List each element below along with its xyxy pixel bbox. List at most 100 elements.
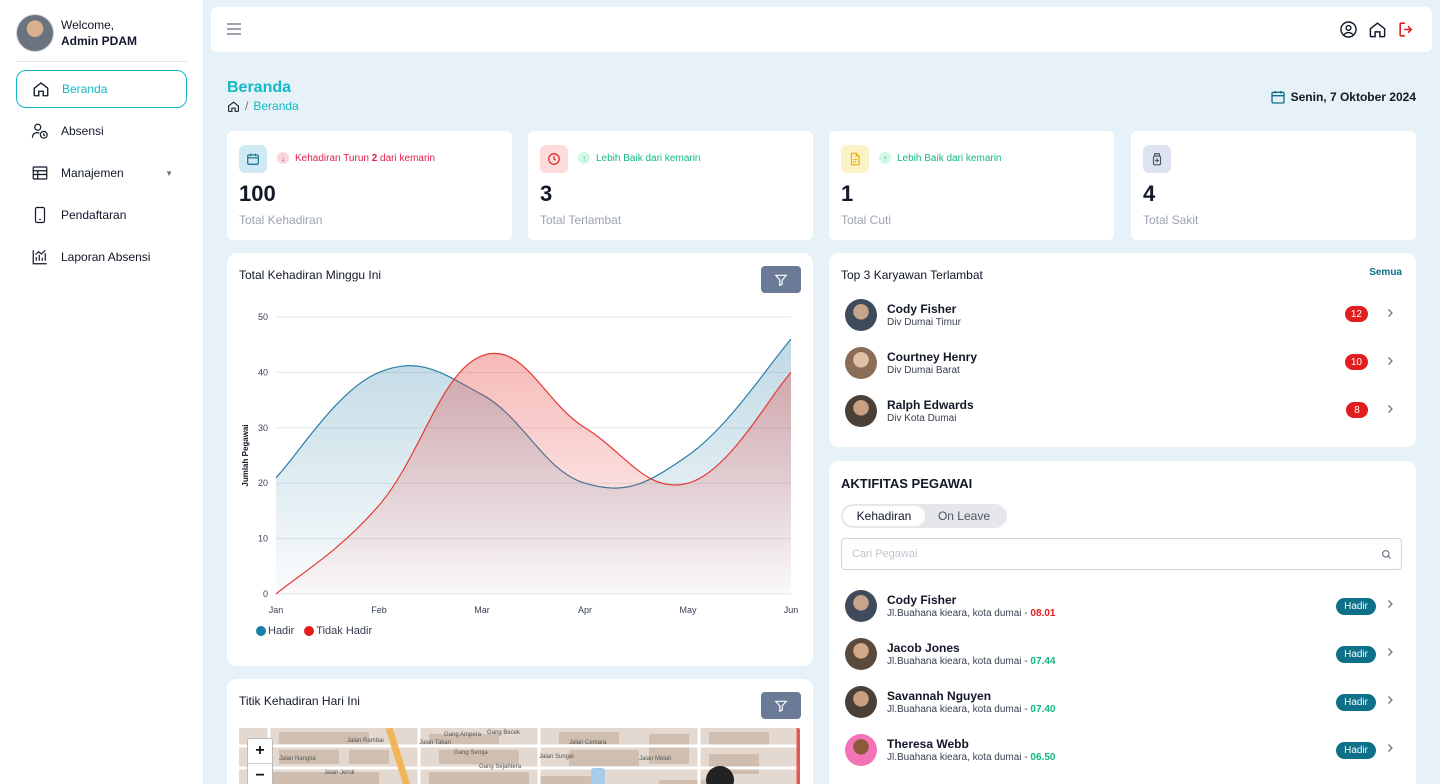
activity-row[interactable]: Jacob Jones Jl.Buahana kieara, kota duma… (845, 637, 1398, 671)
checkin-time: 07.44 (1030, 655, 1056, 667)
employee-address: Jl.Buahana kieara, kota dumai - 07.40 (887, 703, 1055, 716)
y-tick-label: 0 (263, 589, 268, 599)
search-input[interactable] (842, 539, 1401, 569)
street-label: Jalan Cemara (569, 740, 607, 746)
chevron-down-icon: ▼ (165, 168, 173, 178)
trend-highlight: 2 (371, 152, 378, 164)
late-employee-row[interactable]: Ralph Edwards Div Kota Dumai 8 (845, 394, 1398, 428)
sidebar-item-laporan-absensi[interactable]: Laporan Absensi (16, 238, 187, 276)
home-icon[interactable] (227, 100, 240, 113)
tab-kehadiran[interactable]: Kehadiran (843, 506, 925, 526)
x-tick-label: Apr (578, 605, 592, 615)
late-employee-row[interactable]: Courtney Henry Div Dumai Barat 10 (845, 346, 1398, 380)
checkin-time: 08.01 (1030, 607, 1056, 619)
map-zoom-control: + − (247, 738, 273, 784)
user-circle-icon[interactable] (1339, 20, 1358, 39)
status-badge: Hadir (1336, 598, 1376, 615)
arrow-up-icon: ↑ (578, 152, 590, 164)
stat-value: 1 (841, 181, 854, 206)
activity-title: AKTIFITAS PEGAWAI (841, 476, 973, 491)
map-marker-icon[interactable] (706, 766, 734, 784)
employee-name: Cody Fisher (887, 301, 957, 316)
legend-label: Hadir (268, 625, 295, 637)
activity-row[interactable]: Savannah Nguyen Jl.Buahana kieara, kota … (845, 685, 1398, 719)
attendance-map[interactable]: Jalan Rambai Gang Ampera Gang Becek Jala… (239, 728, 800, 784)
activity-card: AKTIFITAS PEGAWAI Kehadiran On Leave Cod… (829, 461, 1416, 784)
filter-button[interactable] (761, 266, 801, 293)
activity-row[interactable]: Theresa Webb Jl.Buahana kieara, kota dum… (845, 733, 1398, 767)
avatar (845, 686, 877, 718)
employee-address: Jl.Buahana kieara, kota dumai - 06.50 (887, 751, 1055, 764)
avatar (845, 299, 877, 331)
filter-button[interactable] (761, 692, 801, 719)
sidebar-item-absensi[interactable]: Absensi (16, 112, 187, 150)
street-label: Gang Sejahtera (479, 764, 522, 770)
sidebar-item-label: Absensi (61, 124, 104, 138)
trend-text: ↑ Lebih Baik dari kemarin (578, 152, 701, 164)
filter-icon (774, 700, 788, 712)
document-icon (841, 145, 869, 173)
employee-name: Jacob Jones (887, 640, 960, 655)
legend-label: Tidak Hadir (316, 625, 373, 637)
trend-text: ↑ Lebih Baik dari kemarin (879, 152, 1002, 164)
street-label: Jalan Melati (639, 756, 672, 762)
arrow-down-icon: ↓ (277, 152, 289, 164)
zoom-in-button[interactable]: + (255, 742, 265, 759)
legend-item-tidak-hadir[interactable]: Tidak Hadir (304, 625, 372, 637)
zoom-out-button[interactable]: − (248, 763, 272, 784)
sidebar: Welcome, Admin PDAM Beranda Absensi Mana… (0, 0, 203, 784)
activity-row[interactable]: Cody Fisher Jl.Buahana kieara, kota duma… (845, 589, 1398, 623)
map-card: Titik Kehadiran Hari Ini Jal (227, 679, 813, 784)
phone-icon (30, 205, 50, 225)
user-name: Admin PDAM (61, 34, 137, 48)
sidebar-item-beranda[interactable]: Beranda (16, 70, 187, 108)
x-tick-label: Jan (269, 605, 284, 615)
street-label: Gang Becek (487, 730, 521, 736)
avatar (845, 347, 877, 379)
y-tick-label: 40 (258, 367, 268, 377)
logout-icon[interactable] (1397, 20, 1416, 39)
chevron-right-icon (1388, 648, 1393, 656)
stat-label: Total Cuti (841, 213, 892, 227)
checkin-time: 07.40 (1030, 703, 1056, 715)
see-all-link[interactable]: Semua (1369, 267, 1402, 278)
legend-item-hadir[interactable]: Hadir (256, 625, 294, 637)
date-text: Senin, 7 Oktober 2024 (1290, 90, 1416, 104)
address-text: Jl.Buahana kieara, kota dumai - (887, 703, 1031, 715)
employee-name: Ralph Edwards (887, 397, 974, 412)
address-text: Jl.Buahana kieara, kota dumai - (887, 655, 1031, 667)
late-count-badge: 10 (1344, 354, 1368, 370)
breadcrumb-item[interactable]: Beranda (253, 99, 299, 113)
stat-value: 3 (540, 181, 553, 206)
calendar-icon (1270, 91, 1285, 104)
status-badge: Hadir (1336, 646, 1376, 663)
employee-name: Courtney Henry (887, 349, 978, 364)
street-label: Jalan Nangka (279, 756, 316, 762)
street-label: Jalan Rambai (347, 738, 384, 744)
late-employee-row[interactable]: Cody Fisher Div Dumai Timur 12 (845, 298, 1398, 332)
employee-name: Cody Fisher (887, 592, 957, 607)
sidebar-divider (16, 61, 187, 62)
street-label: Jalan Sungai (539, 754, 574, 760)
checkin-time: 06.50 (1030, 751, 1056, 763)
stat-label: Total Terlambat (540, 213, 622, 227)
sidebar-item-manajemen[interactable]: Manajemen ▼ (16, 154, 187, 192)
x-tick-label: Jun (784, 605, 799, 615)
attendance-chart: 0 10 20 30 40 50 Jan Feb Mar Apr May Jun Jumlah Pega… (241, 312, 799, 615)
street-label: Gang Seroja (454, 750, 488, 756)
chevron-right-icon (1388, 696, 1393, 704)
home-icon[interactable] (1368, 20, 1387, 39)
avatar (16, 14, 54, 52)
sidebar-item-label: Pendaftaran (61, 208, 127, 222)
tab-on-leave[interactable]: On Leave (937, 509, 991, 523)
avatar (845, 590, 877, 622)
sidebar-item-pendaftaran[interactable]: Pendaftaran (16, 196, 187, 234)
topbar (211, 7, 1432, 52)
stat-card-sakit: 4 Total Sakit (1131, 131, 1416, 240)
search-icon[interactable] (1381, 549, 1392, 560)
hamburger-menu-icon[interactable] (227, 23, 241, 35)
chart-legend: Hadir Tidak Hadir (256, 625, 372, 637)
user-profile[interactable]: Welcome, Admin PDAM (16, 14, 137, 52)
legend-swatch (256, 626, 266, 636)
stat-card-terlambat: ↑ Lebih Baik dari kemarin 3 Total Terlam… (528, 131, 813, 240)
